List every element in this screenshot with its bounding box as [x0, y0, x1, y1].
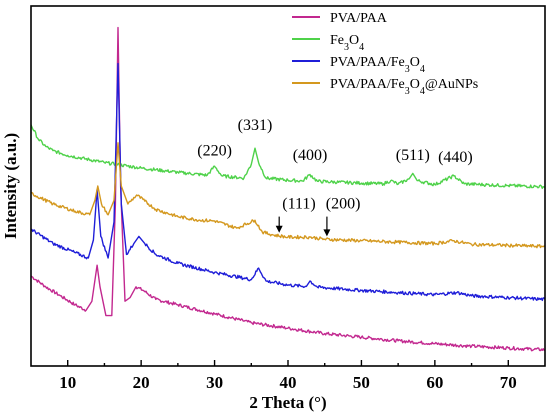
peak-label-4: (440): [438, 149, 473, 166]
legend: PVA/PAA Fe3O4PVA/PAA/Fe3O4PVA/PAA/Fe3O4@A…: [292, 11, 478, 97]
x-tick-label-5: 60: [426, 373, 443, 392]
x-tick-label-3: 40: [280, 373, 297, 392]
peak-label-3: (511): [396, 147, 430, 164]
peak-label-2: (400): [293, 147, 328, 164]
x-tick-label-4: 50: [353, 373, 370, 392]
plot-frame: [30, 5, 546, 367]
x-tick-label-6: 70: [500, 373, 517, 392]
x-axis-title: 2 Theta (°): [249, 393, 326, 412]
peak-label-5: (111): [282, 196, 315, 213]
x-tick-label-1: 20: [133, 373, 150, 392]
peak-label-0: (220): [197, 142, 232, 159]
y-axis-title: Intensity (a.u.): [1, 133, 20, 239]
legend-label-0: PVA/PAA: [330, 11, 388, 26]
x-tick-label-2: 30: [206, 373, 223, 392]
x-tick-label-0: 10: [59, 373, 76, 392]
legend-label-2: PVA/PAA/Fe3O4: [330, 55, 425, 75]
legend-label-1: Fe3O4: [330, 33, 364, 53]
annotation-layer: (220) (331) (400) (511) (440) (111) (200): [197, 117, 473, 237]
axes: 10 20 30 40 50 60 70: [30, 5, 546, 392]
series-line-0: [30, 26, 546, 352]
arrow-marker-0: [275, 216, 283, 233]
peak-label-1: (331): [238, 117, 273, 134]
legend-label-3: PVA/PAA/Fe3O4@AuNPs: [330, 77, 478, 97]
series-line-3: [30, 142, 546, 249]
series-layer: [30, 26, 546, 352]
series-line-2: [30, 62, 546, 302]
peak-label-6: (200): [326, 196, 361, 213]
arrow-marker-1: [323, 216, 331, 237]
